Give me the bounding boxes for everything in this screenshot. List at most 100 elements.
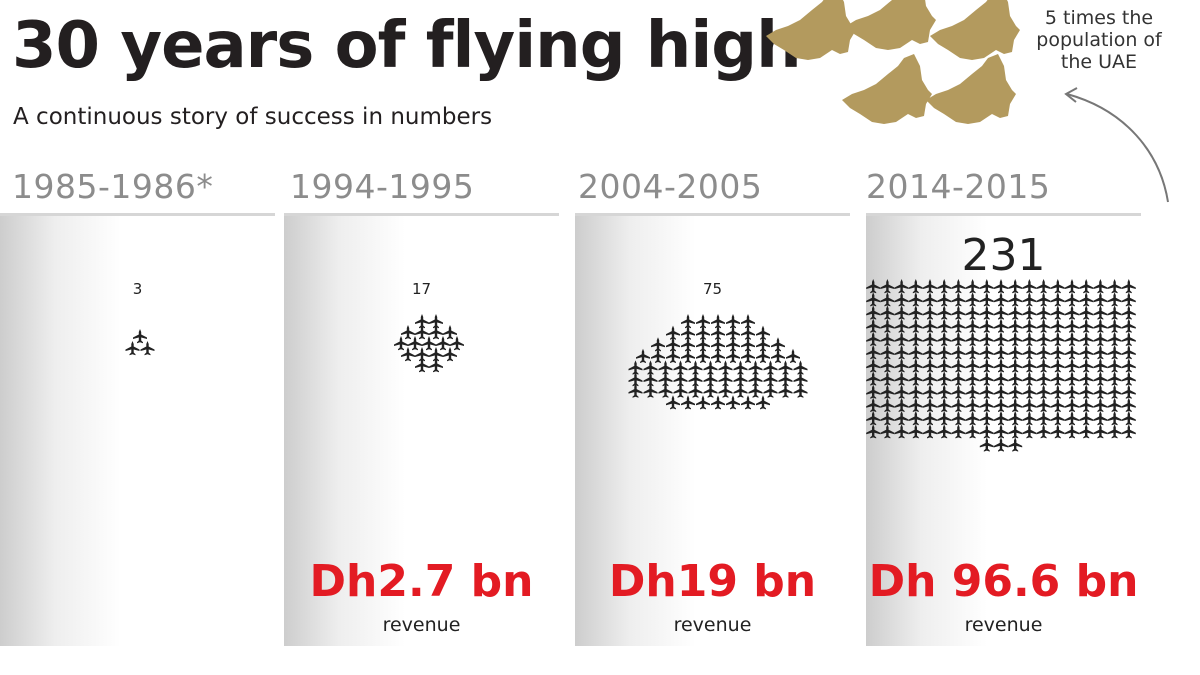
curved-arrow-icon xyxy=(1064,87,1169,203)
airplane-icon xyxy=(1036,384,1051,399)
airplane-icon xyxy=(866,397,881,412)
airplane-icon xyxy=(1065,292,1079,307)
airplane-icon xyxy=(1121,397,1136,412)
airplane-icon xyxy=(979,318,994,333)
airplane-icon xyxy=(636,348,650,363)
airplane-icon xyxy=(696,395,710,410)
airplane-icon xyxy=(1008,384,1023,399)
airplane-icon xyxy=(1121,424,1136,439)
airplane-icon xyxy=(1036,411,1051,426)
airplane-icon xyxy=(748,360,763,375)
airplane-icon xyxy=(908,411,923,426)
airplane-icon xyxy=(1036,305,1051,320)
period-label: 2014-2015 xyxy=(866,167,1051,206)
airplane-icon xyxy=(628,360,643,375)
page-subtitle: A continuous story of success in numbers xyxy=(13,104,493,130)
airplane-icon xyxy=(681,314,695,329)
airplane-icon xyxy=(1079,305,1094,320)
airplane-icon xyxy=(1079,384,1094,399)
airplane-icon xyxy=(937,384,952,399)
airplane-icon xyxy=(1050,384,1065,399)
airplane-icon xyxy=(756,348,770,363)
airplane-icon xyxy=(778,360,793,375)
airplane-icon xyxy=(994,279,1008,294)
airplane-icon xyxy=(401,347,415,362)
airplane-icon xyxy=(711,348,725,363)
period-label: 2004-2005 xyxy=(578,167,763,206)
airplane-icon xyxy=(923,358,937,373)
airplane-icon xyxy=(1121,279,1136,294)
period-label: 1985-1986* xyxy=(12,167,214,206)
airplane-icon xyxy=(979,384,994,399)
airplane-icon xyxy=(979,358,994,373)
airplane-icon xyxy=(429,358,443,373)
airplane-icon xyxy=(937,318,952,333)
airplane-icon xyxy=(793,383,808,398)
airplane-icon xyxy=(994,424,1008,439)
airplane-icon xyxy=(1079,371,1094,386)
airplane-icon xyxy=(726,337,740,352)
airplane-icon xyxy=(1022,358,1037,373)
airplane-icon xyxy=(733,372,748,387)
airplane-icon xyxy=(1050,371,1065,386)
airplane-icon xyxy=(1050,424,1065,439)
year-panel: 75 Dh19 bn revenue xyxy=(575,213,850,646)
airplane-icon xyxy=(937,411,952,426)
airplane-icon xyxy=(1036,358,1051,373)
airplane-icon xyxy=(894,358,909,373)
airplane-icon xyxy=(1121,331,1136,346)
airplane-icon xyxy=(979,424,994,439)
fleet-pictogram xyxy=(866,279,1136,452)
airplane-icon xyxy=(666,395,680,410)
airplane-icon xyxy=(673,372,688,387)
plane-count: 75 xyxy=(702,280,723,298)
airplane-icon xyxy=(415,314,429,329)
airplane-icon xyxy=(1079,345,1094,360)
airplane-icon xyxy=(703,360,718,375)
airplane-icon xyxy=(422,336,436,351)
airplane-icon xyxy=(880,358,895,373)
airplane-icon xyxy=(1008,424,1023,439)
airplane-icon xyxy=(1022,397,1037,412)
airplane-icon xyxy=(1008,292,1023,307)
airplane-icon xyxy=(880,331,895,346)
airplane-icon xyxy=(1093,424,1108,439)
airplane-icon xyxy=(1022,292,1037,307)
year-panel: 3 xyxy=(0,213,275,646)
airplane-icon xyxy=(1036,424,1051,439)
airplane-icon xyxy=(894,371,909,386)
airplane-icon xyxy=(1050,279,1065,294)
airplane-icon xyxy=(979,331,994,346)
airplane-icon xyxy=(1065,345,1079,360)
airplane-icon xyxy=(979,292,994,307)
airplane-icon xyxy=(923,292,937,307)
airplane-icon xyxy=(703,372,718,387)
airplane-icon xyxy=(866,358,881,373)
airplane-icon xyxy=(923,279,937,294)
airplane-icon xyxy=(880,279,895,294)
airplane-icon xyxy=(1008,331,1023,346)
plane-count: 231 xyxy=(961,230,1046,281)
airplane-icon xyxy=(894,345,909,360)
airplane-icon xyxy=(401,325,415,340)
airplane-icon xyxy=(923,345,937,360)
year-panel: 17 Dh2.7 bn revenue xyxy=(284,213,559,646)
airplane-icon xyxy=(658,372,673,387)
airplane-icon xyxy=(733,383,748,398)
airplane-icon xyxy=(688,360,703,375)
revenue-value: Dh19 bn xyxy=(608,556,817,607)
airplane-icon xyxy=(994,358,1008,373)
airplane-icon xyxy=(429,325,443,340)
airplane-icon xyxy=(696,325,710,340)
airplane-icon xyxy=(1022,331,1037,346)
airplane-icon xyxy=(125,341,140,356)
airplane-icon xyxy=(1008,318,1023,333)
airplane-icon xyxy=(643,360,658,375)
airplane-icon xyxy=(1093,358,1108,373)
airplane-icon xyxy=(951,384,966,399)
airplane-icon xyxy=(908,318,923,333)
airplane-icon xyxy=(951,411,966,426)
airplane-icon xyxy=(880,305,895,320)
airplane-icon xyxy=(763,372,778,387)
airplane-icon xyxy=(763,383,778,398)
